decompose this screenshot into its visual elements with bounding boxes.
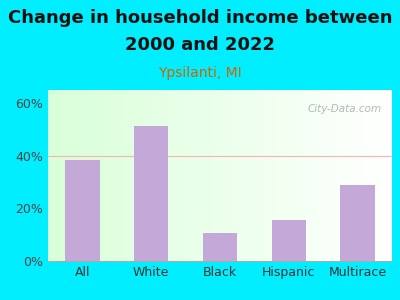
Text: Ypsilanti, MI: Ypsilanti, MI xyxy=(158,66,242,80)
Bar xyxy=(340,185,375,261)
Bar xyxy=(65,160,100,261)
Text: Change in household income between: Change in household income between xyxy=(8,9,392,27)
Text: 2000 and 2022: 2000 and 2022 xyxy=(125,36,275,54)
Bar xyxy=(272,220,306,261)
Bar xyxy=(134,125,168,261)
Text: City-Data.com: City-Data.com xyxy=(308,104,382,114)
Bar xyxy=(203,233,237,261)
